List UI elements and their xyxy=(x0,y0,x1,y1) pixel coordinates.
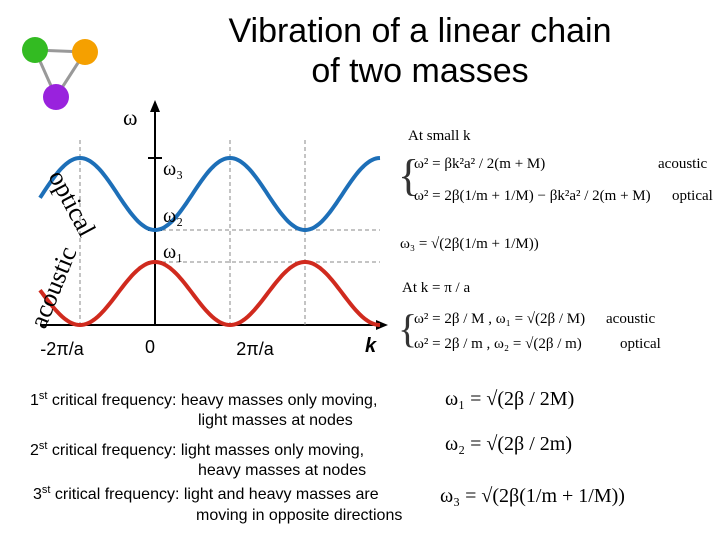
y-axis-label: ω xyxy=(123,105,137,130)
critical-frequencies: 1st critical frequency: heavy masses onl… xyxy=(30,388,625,524)
critical-line: 3st critical frequency: light and heavy … xyxy=(33,484,379,503)
formula: ω² = 2β / M , ω₁ = √(2β / M) xyxy=(414,311,585,327)
title: Vibration of a linear chain of two masses xyxy=(228,12,611,90)
ordinal-suffix: st xyxy=(39,440,48,452)
critical-line: 2st critical frequency: light masses onl… xyxy=(30,440,364,459)
ordinal: 3 xyxy=(33,486,42,503)
x-arrow xyxy=(376,320,388,330)
critical-formula: ω₃ = √(2β(1/m + 1/M)) xyxy=(440,485,625,507)
description: critical frequency: light masses only mo… xyxy=(47,442,364,459)
description: critical frequency: light and heavy mass… xyxy=(50,486,378,503)
acoustic-curve xyxy=(38,260,381,328)
ordinal-suffix: st xyxy=(39,390,48,402)
x-label: 0 xyxy=(145,337,155,357)
optical-curve xyxy=(38,155,381,232)
brace: { xyxy=(398,306,417,351)
ordinal: 2 xyxy=(30,442,39,459)
formulas: At small k { ω² = βk²a² / 2(m + M) acous… xyxy=(398,128,713,352)
level-label: ω₂ xyxy=(163,205,183,227)
formula-label: acoustic xyxy=(658,156,707,172)
level-label: ω₃ xyxy=(163,158,183,180)
x-label: 2π/a xyxy=(236,339,274,359)
level-label: ω₁ xyxy=(163,241,183,263)
title-line: of two masses xyxy=(311,52,528,90)
brace: { xyxy=(398,151,419,200)
critical-line: light masses at nodes xyxy=(198,412,353,429)
y-arrow xyxy=(150,100,160,112)
critical-formula: ω₁ = √(2β / 2M) xyxy=(445,388,574,410)
description: critical frequency: heavy masses only mo… xyxy=(47,392,377,409)
critical-line: heavy masses at nodes xyxy=(198,462,366,479)
heading: At small k xyxy=(408,128,471,144)
critical-line: 1st critical frequency: heavy masses onl… xyxy=(30,390,377,409)
critical-formula: ω₂ = √(2β / 2m) xyxy=(445,433,572,455)
x-axis-label: k xyxy=(365,335,377,357)
formula-label: acoustic xyxy=(606,311,655,327)
critical-line: moving in opposite directions xyxy=(196,507,402,524)
formula-label: optical xyxy=(672,188,713,204)
dispersion-graph: ω ω₃ ω₂ ω₁ k -2π/a 0 2π/a optical acoust… xyxy=(24,100,388,359)
formula: ω² = 2β(1/m + 1/M) − βk²a² / 2(m + M) xyxy=(414,188,651,204)
molecule-icon xyxy=(22,37,98,110)
formula: ω² = 2β / m , ω₂ = √(2β / m) xyxy=(414,336,582,352)
formula: ω² = βk²a² / 2(m + M) xyxy=(414,156,545,172)
branch-label: optical xyxy=(43,165,102,241)
branch-label: acoustic xyxy=(24,242,83,332)
ordinal-suffix: st xyxy=(42,484,51,496)
x-label: -2π/a xyxy=(40,339,84,359)
formula-label: optical xyxy=(620,336,661,352)
heading: At k = π / a xyxy=(402,280,470,296)
ordinal: 1 xyxy=(30,392,39,409)
formula: ω₃ = √(2β(1/m + 1/M)) xyxy=(400,236,539,252)
